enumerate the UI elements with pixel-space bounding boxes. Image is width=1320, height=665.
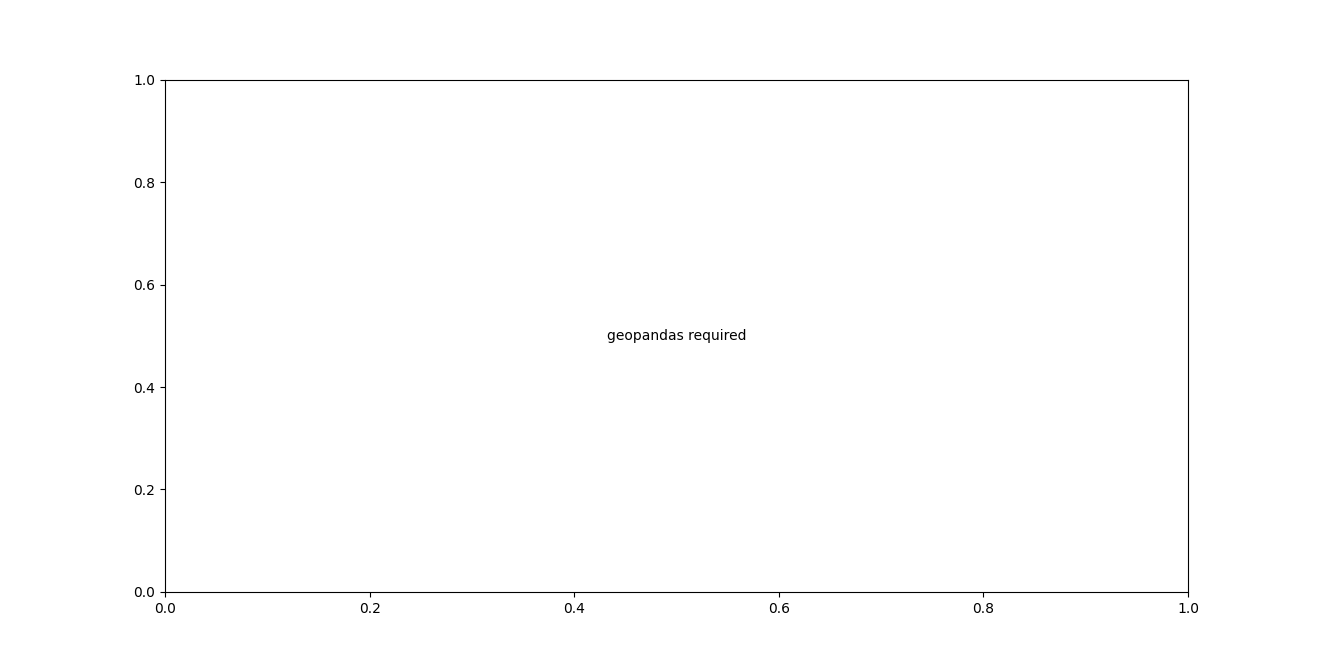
Text: geopandas required: geopandas required	[607, 329, 746, 343]
